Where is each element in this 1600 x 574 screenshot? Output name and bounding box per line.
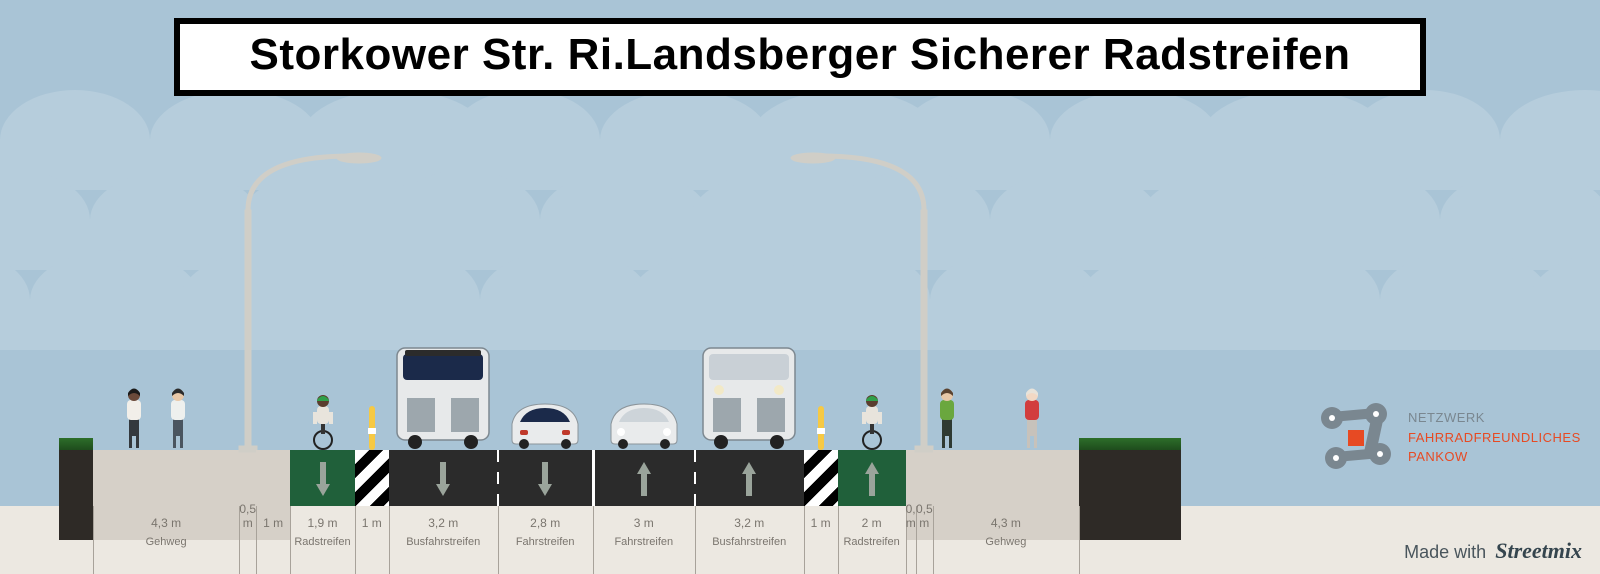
cloud xyxy=(930,250,1100,350)
direction-arrow-down xyxy=(316,462,330,496)
grass xyxy=(59,438,93,450)
segment-label: 1 m xyxy=(355,506,389,574)
segment-label: 2,8 mFahrstreifen xyxy=(498,506,593,574)
dirt xyxy=(1079,450,1181,540)
pedestrian xyxy=(165,386,191,450)
segment-label: 0,5 m xyxy=(916,506,933,574)
segment-label: 0,3 m xyxy=(906,506,916,574)
segment-label: 0,5 m xyxy=(239,506,256,574)
cyclist xyxy=(307,390,339,450)
center-line xyxy=(592,450,595,506)
street-lamp xyxy=(741,150,941,450)
segment-label: 3,2 mBusfahrstreifen xyxy=(695,506,804,574)
cloud xyxy=(480,250,650,350)
made-brand: Streetmix xyxy=(1495,538,1582,563)
made-with: Made with Streetmix xyxy=(1404,538,1582,564)
direction-arrow-down xyxy=(538,462,552,496)
segment-label: 3 mFahrstreifen xyxy=(593,506,695,574)
median-stripe xyxy=(804,450,838,506)
direction-arrow-up xyxy=(637,462,651,496)
lane-line xyxy=(694,450,696,506)
title-sign: Storkower Str. Ri.Landsberger Sicherer R… xyxy=(174,18,1426,96)
bus_away xyxy=(393,340,493,450)
cloud xyxy=(1380,250,1550,350)
made-prefix: Made with xyxy=(1404,542,1486,562)
segment-label: 3,2 mBusfahrstreifen xyxy=(389,506,498,574)
pedestrian xyxy=(934,386,960,450)
cloud xyxy=(30,250,200,350)
direction-arrow-up xyxy=(742,462,756,496)
lane-line xyxy=(497,450,499,506)
direction-arrow-up xyxy=(865,462,879,496)
grass xyxy=(1079,438,1181,450)
pedestrian xyxy=(1019,386,1045,450)
segment-label: 4,3 mGehweg xyxy=(933,506,1079,574)
org-line1: NETZWERK xyxy=(1408,408,1581,428)
segment-divider xyxy=(1079,506,1080,574)
segment-label: 1 m xyxy=(804,506,838,574)
segment-label: 1 m xyxy=(256,506,290,574)
median-stripe xyxy=(355,450,389,506)
dirt xyxy=(59,450,93,540)
segment-label: 4,3 mGehweg xyxy=(93,506,239,574)
org-line3: PANKOW xyxy=(1408,447,1581,467)
cloud xyxy=(1230,250,1380,350)
direction-arrow-down xyxy=(436,462,450,496)
car_toward xyxy=(605,394,683,450)
title-text: Storkower Str. Ri.Landsberger Sicherer R… xyxy=(180,30,1420,80)
pedestrian xyxy=(121,386,147,450)
org-logo: NETZWERK FAHRRADFREUNDLICHES PANKOW xyxy=(1312,400,1572,480)
segment-label: 1,9 mRadstreifen xyxy=(290,506,355,574)
car_away xyxy=(506,394,584,450)
bollard xyxy=(369,406,375,450)
org-line2: FAHRRADFREUNDLICHES xyxy=(1408,428,1581,448)
chain-gear-icon xyxy=(1312,400,1402,480)
segment-label: 2 mRadstreifen xyxy=(838,506,906,574)
